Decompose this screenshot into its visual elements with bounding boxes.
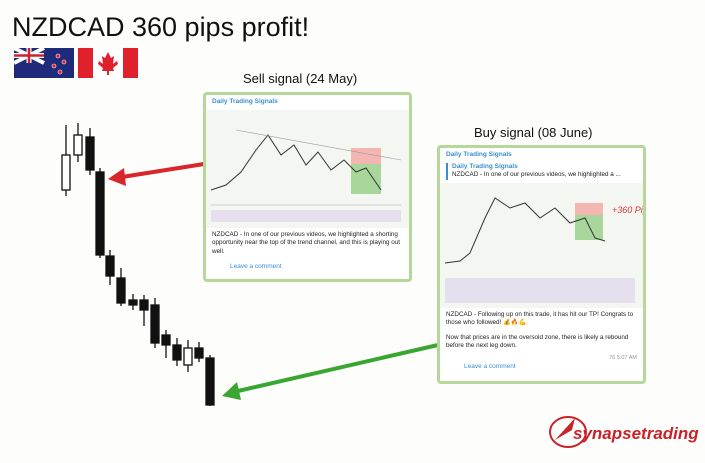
channel: Daily Trading Signals <box>446 151 512 158</box>
sell-arrow <box>108 162 205 186</box>
channel: Daily Trading Signals <box>212 98 278 105</box>
post-text-1: NZDCAD - Following up on this trade, it … <box>446 310 634 327</box>
views: 76 <box>609 354 616 361</box>
meta: 76 5:07 AM <box>440 354 643 363</box>
buy-arrow <box>222 343 439 400</box>
post-text: NZDCAD - In one of our previous videos, … <box>212 230 400 255</box>
candles <box>61 123 215 406</box>
post-text-2: Now that prices are in the oversold zone… <box>446 333 629 350</box>
canada-flag <box>78 48 138 78</box>
reply-channel: Daily Trading Signals <box>452 162 518 170</box>
sell-card: Daily Trading Signals NZDCAD - In one of… <box>203 92 412 282</box>
reply-text: NZDCAD - In one of our previous videos, … <box>452 171 621 178</box>
mini-chart: +360 Pips <box>440 182 643 308</box>
logo-mark <box>549 416 587 448</box>
comment-link[interactable]: Leave a comment <box>464 363 516 370</box>
title: NZDCAD 360 pips profit! <box>12 12 310 42</box>
annotation: +360 Pips <box>612 205 643 215</box>
buy-label: Buy signal (08 June) <box>474 125 593 140</box>
logo: synapsetrading <box>573 424 699 443</box>
buy-card: Daily Trading Signals Daily Trading Sign… <box>437 145 646 384</box>
sell-label: Sell signal (24 May) <box>243 71 358 86</box>
mini-chart <box>206 109 409 228</box>
nz-flag <box>13 46 74 78</box>
time: 5:07 AM <box>616 354 637 361</box>
reply: Daily Trading Signals NZDCAD - In one of… <box>446 162 637 180</box>
comment-link[interactable]: Leave a comment <box>230 263 282 270</box>
